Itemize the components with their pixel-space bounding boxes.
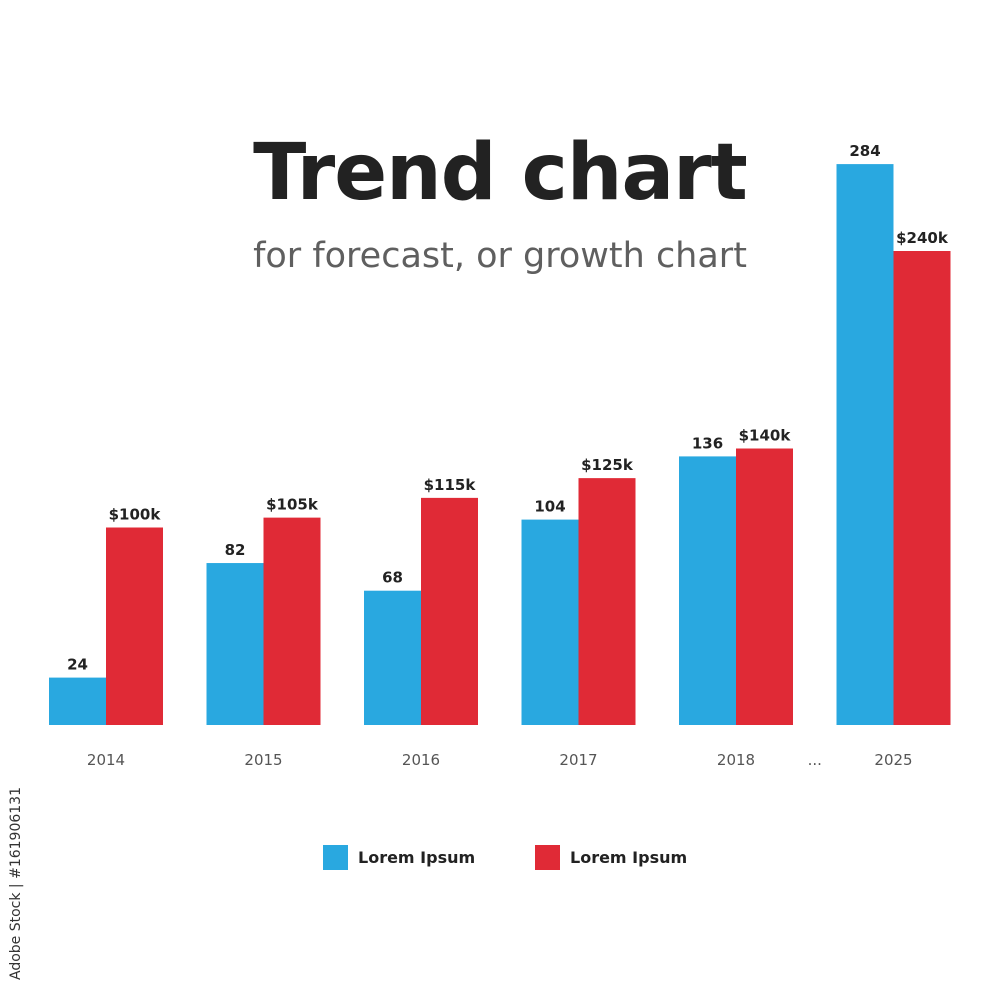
bar-series-1-2025 bbox=[836, 164, 894, 726]
bar-series-1-2014 bbox=[49, 677, 106, 725]
bar-series-2-2016 bbox=[421, 497, 478, 725]
data-label-series-1-2017: 104 bbox=[534, 498, 565, 516]
x-axis-gap-ellipsis: ... bbox=[808, 751, 822, 769]
legend-label-series-1: Lorem Ipsum bbox=[358, 848, 476, 867]
x-tick-label-2015: 2015 bbox=[244, 751, 282, 769]
x-tick-label-2018: 2018 bbox=[717, 751, 755, 769]
bar-series-2-2014 bbox=[106, 527, 163, 725]
chart-legend: Lorem Ipsum Lorem Ipsum bbox=[0, 845, 1000, 875]
bar-series-1-2016 bbox=[364, 590, 421, 725]
data-label-series-2-2025: $240k bbox=[896, 229, 949, 247]
bar-series-1-2017 bbox=[521, 519, 579, 725]
chart-subtitle: for forecast, or growth chart bbox=[253, 236, 747, 276]
data-label-series-1-2016: 68 bbox=[382, 569, 403, 587]
legend-swatch-series-2 bbox=[535, 845, 560, 870]
bar-series-1-2015 bbox=[206, 563, 264, 725]
bar-series-2-2015 bbox=[263, 517, 321, 725]
data-label-series-2-2016: $115k bbox=[424, 476, 477, 494]
legend-label-series-2: Lorem Ipsum bbox=[570, 848, 688, 867]
data-label-series-2-2014: $100k bbox=[109, 506, 162, 524]
chart-title: Trend chart bbox=[253, 128, 748, 218]
bar-series-2-2017 bbox=[578, 478, 636, 725]
bar-series-2-2025 bbox=[893, 251, 951, 725]
x-tick-label-2016: 2016 bbox=[402, 751, 440, 769]
watermark-text: Adobe Stock | #161906131 bbox=[8, 787, 24, 980]
x-tick-label-2017: 2017 bbox=[559, 751, 597, 769]
x-tick-label-2014: 2014 bbox=[87, 751, 125, 769]
data-label-series-2-2018: $140k bbox=[739, 427, 792, 445]
data-label-series-2-2015: $105k bbox=[266, 496, 319, 514]
data-label-series-1-2014: 24 bbox=[67, 656, 88, 674]
bar-series-2-2018 bbox=[736, 448, 793, 725]
data-label-series-2-2017: $125k bbox=[581, 456, 634, 474]
data-label-series-1-2018: 136 bbox=[692, 434, 723, 452]
legend-item-series-1: Lorem Ipsum bbox=[323, 845, 475, 870]
data-label-series-1-2015: 82 bbox=[225, 541, 246, 559]
x-tick-label-2025: 2025 bbox=[874, 751, 912, 769]
bar-series-1-2018 bbox=[679, 456, 736, 725]
legend-swatch-series-1 bbox=[323, 845, 348, 870]
watermark: Adobe Stock | #161906131 bbox=[8, 770, 28, 980]
legend-item-series-2: Lorem Ipsum bbox=[535, 845, 687, 870]
data-label-series-1-2025: 284 bbox=[849, 142, 880, 160]
